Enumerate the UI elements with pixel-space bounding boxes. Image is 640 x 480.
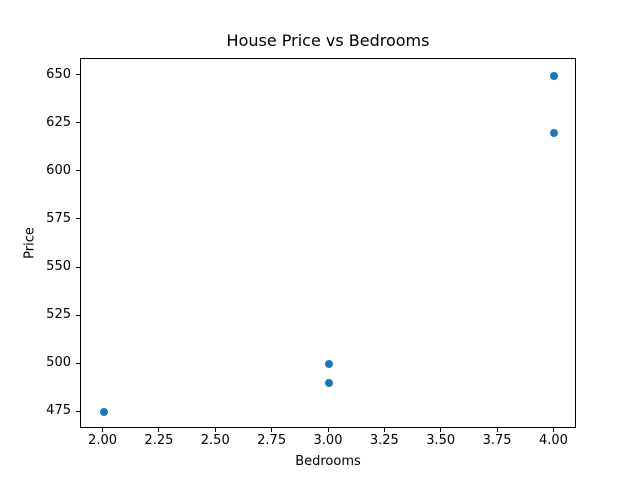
y-tick-label: 475 xyxy=(46,403,71,419)
scatter-point xyxy=(550,129,559,138)
y-tick-label: 550 xyxy=(46,259,71,275)
x-tick-label: 3.75 xyxy=(482,433,512,448)
x-tick-label: 2.75 xyxy=(257,433,287,448)
x-tick-mark xyxy=(440,428,442,432)
y-tick-label: 650 xyxy=(46,66,71,82)
scatter-point xyxy=(325,379,333,388)
y-tick-mark xyxy=(76,122,80,124)
y-tick-mark xyxy=(76,362,80,364)
x-tick-label: 2.25 xyxy=(144,433,174,448)
y-tick-mark xyxy=(76,74,80,76)
scatter-point xyxy=(325,360,333,369)
x-tick-mark xyxy=(271,428,273,432)
x-tick-label: 3.50 xyxy=(426,433,456,448)
x-tick-label: 4.00 xyxy=(538,433,568,448)
plot-area xyxy=(80,58,576,428)
x-tick-label: 2.00 xyxy=(88,433,117,448)
y-tick-label: 525 xyxy=(46,307,71,323)
x-tick-label: 3.25 xyxy=(369,433,399,448)
y-tick-mark xyxy=(76,410,80,412)
x-tick-mark xyxy=(102,428,104,432)
scatter-point xyxy=(550,71,559,80)
y-tick-label: 600 xyxy=(46,162,71,178)
y-tick-mark xyxy=(76,266,80,268)
y-tick-mark xyxy=(76,218,80,220)
x-tick-mark xyxy=(214,428,216,432)
x-tick-label: 3.00 xyxy=(313,433,343,448)
y-tick-mark xyxy=(76,314,80,316)
x-tick-mark xyxy=(552,428,554,432)
x-tick-mark xyxy=(158,428,160,432)
y-tick-mark xyxy=(76,170,80,172)
y-axis-label: Price xyxy=(22,227,38,259)
x-axis-label: Bedrooms xyxy=(295,454,361,469)
x-tick-mark xyxy=(383,428,385,432)
scatter-point xyxy=(99,408,108,417)
y-tick-label: 500 xyxy=(46,355,71,371)
x-tick-mark xyxy=(496,428,498,432)
y-tick-label: 575 xyxy=(46,210,71,226)
y-tick-label: 625 xyxy=(46,114,71,130)
chart-title: House Price vs Bedrooms xyxy=(226,31,430,50)
x-tick-mark xyxy=(327,428,329,432)
x-tick-label: 2.50 xyxy=(200,433,230,448)
